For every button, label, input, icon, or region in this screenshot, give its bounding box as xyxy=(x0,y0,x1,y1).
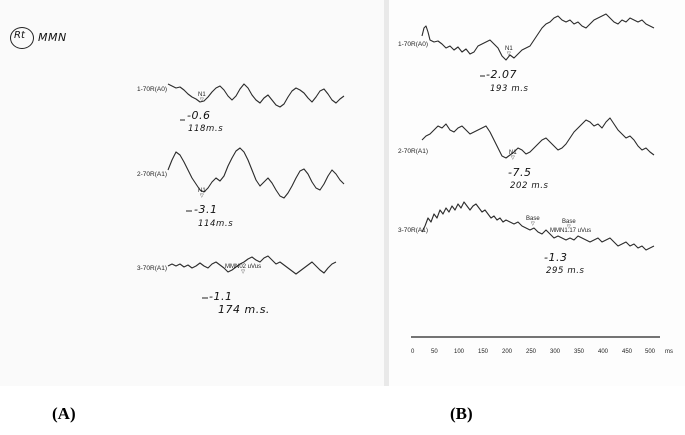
panel-b-trace-2 xyxy=(421,117,655,159)
triangle-down-icon: ▽ xyxy=(530,221,535,227)
panel-b-trace-1 xyxy=(421,13,655,61)
axis-tick-450: 450 xyxy=(622,349,633,355)
peak-label: Base xyxy=(526,216,540,222)
axis-unit: ms xyxy=(665,349,673,355)
peak-label: N1 xyxy=(505,46,513,52)
peak-label: N1 xyxy=(509,150,517,156)
panel-b-value-1: -2.07 xyxy=(486,68,517,81)
triangle-down-icon: ▽ xyxy=(199,97,204,103)
panel-a: Rt MMN 1-70R(A0) N1 ▽ -0.6 118m.s 2-70R(… xyxy=(0,0,384,386)
axis-tick-300: 300 xyxy=(550,349,561,355)
peak-label: MMN1.17 uVus xyxy=(550,228,592,234)
panel-b: 1-70R(A0) N1 ▽ -2.07 193 m.s 2-70R(A1) N… xyxy=(384,0,685,386)
axis-tick-400: 400 xyxy=(598,349,609,355)
panel-a-peak-marker-1: N1 ▽ xyxy=(198,92,206,103)
panel-a-traces xyxy=(167,83,345,299)
triangle-down-icon: ▽ xyxy=(506,51,511,57)
page-edge-shadow xyxy=(384,0,389,386)
panel-b-latency-3: 295 m.s xyxy=(546,266,585,276)
rt-circle xyxy=(10,27,34,49)
peak-label: N1 xyxy=(198,188,206,194)
panel-a-trace-3 xyxy=(167,255,337,275)
panel-a-channel-1: 1-70R(A0) xyxy=(137,86,167,93)
panel-a-latency-3: 174 m.s. xyxy=(218,303,270,316)
panel-a-latency-2: 114m.s xyxy=(198,219,234,229)
panel-a-peak-marker-2: N1 ▽ xyxy=(198,188,206,199)
panel-b-base-marker-1: Base ▽ xyxy=(526,216,540,227)
panel-a-channel-2: 2-70R(A1) xyxy=(137,171,167,178)
triangle-down-icon: ▽ xyxy=(566,224,571,230)
axis-tick-500: 500 xyxy=(645,349,656,355)
caption-a: (A) xyxy=(52,404,76,423)
axis-tick-350: 350 xyxy=(574,349,585,355)
triangle-down-icon: ▽ xyxy=(241,269,245,275)
panel-b-base-marker-2: Base ▽ xyxy=(562,219,576,230)
panel-a-channel-3: 3-70R(A1) xyxy=(137,265,167,272)
panel-b-value-3: -1.3 xyxy=(544,251,568,264)
axis-tick-200: 200 xyxy=(502,349,513,355)
mmn-header: MMN xyxy=(38,31,67,44)
triangle-down-icon: ▽ xyxy=(510,155,515,161)
panel-b-latency-2: 202 m.s xyxy=(510,181,549,191)
axis-tick-250: 250 xyxy=(526,349,537,355)
panel-b-trace-3 xyxy=(421,201,655,251)
triangle-down-icon: ▽ xyxy=(199,193,204,199)
panel-b-traces xyxy=(411,13,660,338)
panel-a-trace-2 xyxy=(167,147,345,199)
peak-label: Base xyxy=(562,219,576,225)
panel-b-peak-marker-2: N1 ▽ xyxy=(509,150,517,161)
axis-tick-150: 150 xyxy=(478,349,489,355)
rt-label: Rt xyxy=(14,30,25,41)
peak-label: MMN02 uVus xyxy=(225,264,262,270)
panel-a-peak-marker-3: MMN02 uVus ▽ xyxy=(225,264,261,275)
axis-tick-0: 0 xyxy=(411,349,415,355)
panel-b-value-2: -7.5 xyxy=(508,166,532,179)
axis-tick-50: 50 xyxy=(431,349,438,355)
axis-tick-100: 100 xyxy=(454,349,465,355)
panel-a-value-3: -1.1 xyxy=(209,290,233,303)
panel-b-channel-2: 2-70R(A1) xyxy=(398,148,428,155)
panel-b-channel-3: 3-70R(A1) xyxy=(398,227,428,234)
panel-a-value-2: -3.1 xyxy=(194,203,218,216)
caption-b: (B) xyxy=(450,404,473,423)
panel-b-latency-1: 193 m.s xyxy=(490,84,529,94)
panel-b-peak-marker-1: N1 ▽ xyxy=(505,46,513,57)
panel-b-channel-1: 1-70R(A0) xyxy=(398,41,428,48)
peak-label: N1 xyxy=(198,92,206,98)
panel-a-trace-1 xyxy=(167,83,345,108)
panel-b-mmn-marker: MMN1.17 uVus xyxy=(550,228,591,234)
panel-a-latency-1: 118m.s xyxy=(188,124,224,134)
panel-a-value-1: -0.6 xyxy=(187,109,211,122)
